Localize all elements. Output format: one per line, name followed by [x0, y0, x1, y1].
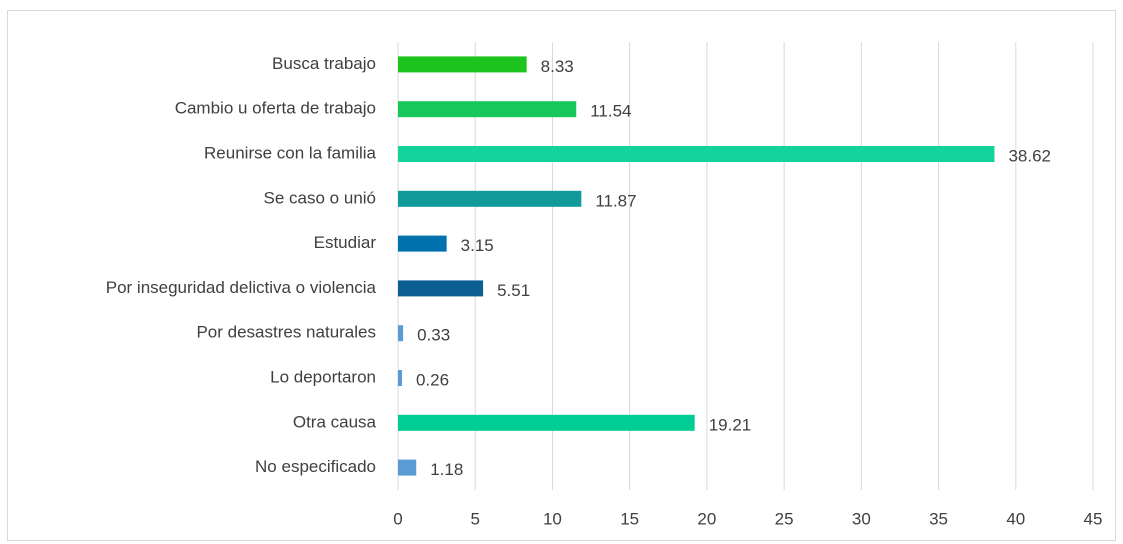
chart-frame	[7, 10, 1116, 541]
value-label: 0.26	[416, 370, 449, 389]
x-tick-label: 15	[620, 509, 639, 528]
y-tick-label: Por inseguridad delictiva o violencia	[106, 278, 377, 297]
bar	[398, 190, 582, 207]
y-tick-label: Estudiar	[314, 233, 377, 252]
bar	[398, 146, 995, 162]
x-tick-label: 45	[1084, 509, 1103, 528]
y-tick-label: Lo deportaron	[270, 367, 376, 386]
x-tick-label: 30	[852, 509, 871, 528]
x-tick-label: 5	[470, 509, 479, 528]
bar	[398, 56, 527, 73]
y-tick-label: No especificado	[255, 457, 376, 476]
x-tick-label: 25	[775, 509, 794, 528]
value-label: 0.33	[417, 326, 450, 345]
y-tick-label: Cambio u oferta de trabajo	[175, 99, 376, 118]
y-tick-label: Se caso o unió	[264, 188, 376, 207]
y-tick-label: Otra causa	[293, 412, 377, 431]
value-label: 19.21	[709, 415, 752, 434]
y-tick-label: Busca trabajo	[272, 54, 376, 73]
value-label: 1.18	[430, 460, 463, 479]
x-tick-label: 35	[929, 509, 948, 528]
bar	[398, 101, 577, 118]
bar	[398, 280, 484, 297]
x-tick-label: 40	[1006, 509, 1025, 528]
bar	[398, 235, 447, 252]
x-tick-label: 20	[697, 509, 716, 528]
value-label: 3.15	[461, 236, 494, 255]
y-tick-label: Reunirse con la familia	[204, 143, 377, 162]
bar	[398, 325, 404, 342]
value-label: 11.87	[595, 191, 636, 210]
value-label: 5.51	[497, 281, 530, 300]
x-tick-label: 0	[393, 509, 402, 528]
bar	[398, 370, 403, 386]
bar	[398, 414, 695, 431]
value-label: 8.33	[541, 57, 574, 76]
value-label: 11.54	[590, 102, 631, 121]
y-tick-label: Por desastres naturales	[196, 323, 376, 342]
bar	[398, 459, 417, 476]
x-tick-label: 10	[543, 509, 562, 528]
value-label: 38.62	[1008, 146, 1051, 165]
